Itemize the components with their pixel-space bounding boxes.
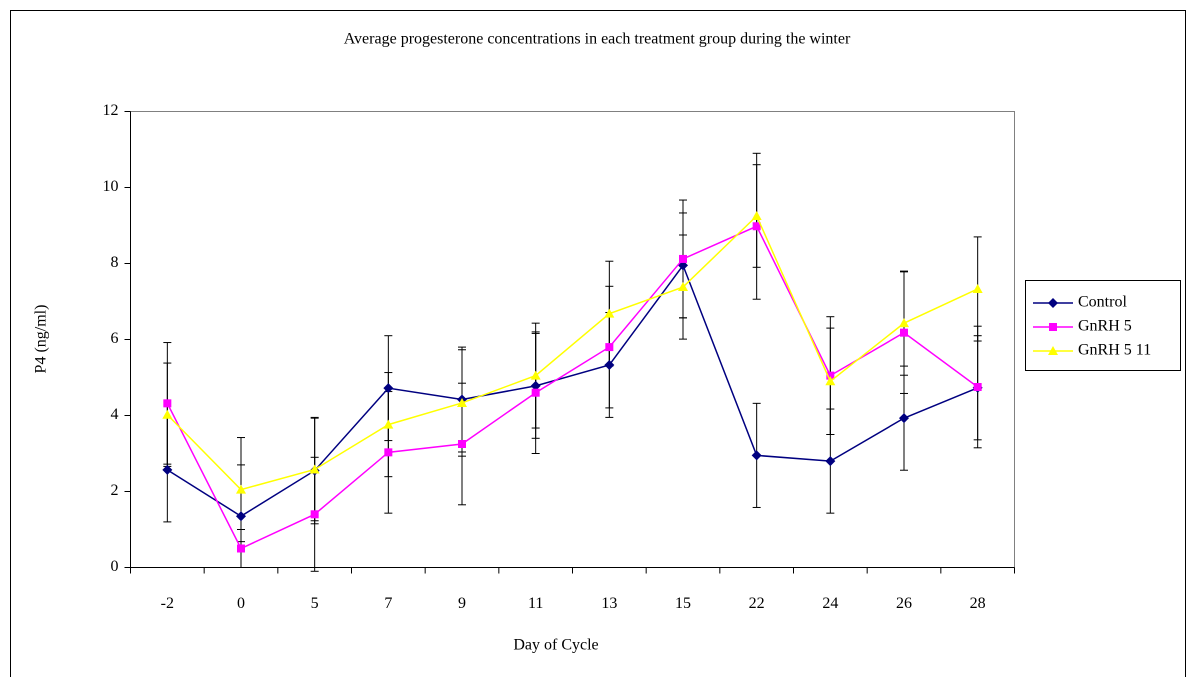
- x-tick-label: 13: [601, 595, 617, 612]
- marker: [679, 254, 687, 263]
- chart-title: Average progesterone concentrations in e…: [344, 31, 851, 48]
- marker: [383, 383, 394, 394]
- x-tick-label: 15: [675, 595, 691, 612]
- x-tick-label: 5: [311, 595, 319, 612]
- series-line: [166, 214, 978, 491]
- x-tick-label: -2: [161, 595, 174, 612]
- series-line: [166, 263, 978, 518]
- marker: [1049, 323, 1057, 331]
- marker: [604, 308, 615, 318]
- y-tick-label: 10: [103, 178, 119, 195]
- marker: [972, 283, 983, 293]
- series-line: [166, 225, 979, 550]
- marker: [899, 318, 909, 328]
- marker: [457, 397, 467, 407]
- x-tick-label: 9: [458, 595, 466, 612]
- marker: [973, 383, 982, 391]
- marker: [900, 328, 908, 337]
- marker: [237, 544, 245, 553]
- marker: [384, 448, 393, 457]
- y-tick-label: 4: [111, 406, 119, 423]
- marker: [530, 380, 541, 391]
- y-tick-label: 0: [111, 558, 119, 575]
- legend-label: GnRH 5 11: [1078, 342, 1151, 359]
- x-axis-label: Day of Cycle: [513, 637, 598, 654]
- marker: [751, 450, 762, 461]
- y-tick-label: 6: [111, 330, 119, 347]
- marker: [826, 371, 835, 380]
- legend-label: Control: [1078, 294, 1127, 311]
- x-tick-label: 11: [528, 595, 543, 612]
- x-tick-label: 7: [384, 595, 392, 612]
- x-tick-label: 26: [896, 595, 912, 612]
- legend-label: GnRH 5: [1078, 318, 1132, 335]
- marker: [825, 456, 836, 467]
- marker: [825, 376, 836, 386]
- marker: [162, 409, 173, 419]
- x-tick-label: 28: [970, 595, 986, 612]
- marker: [163, 399, 172, 408]
- marker: [530, 370, 541, 380]
- marker: [752, 222, 761, 231]
- marker: [236, 484, 246, 494]
- marker: [1048, 346, 1058, 355]
- x-tick-label: 22: [749, 595, 765, 612]
- marker: [1048, 298, 1058, 308]
- marker: [678, 282, 688, 292]
- y-tick-label: 2: [111, 482, 119, 499]
- x-tick-label: 0: [237, 595, 245, 612]
- y-tick-label: 8: [111, 254, 119, 271]
- x-tick-label: 24: [822, 595, 838, 612]
- marker: [309, 464, 320, 474]
- marker: [605, 343, 614, 352]
- marker: [751, 211, 762, 220]
- marker: [162, 464, 173, 475]
- marker: [236, 511, 246, 522]
- marker: [604, 359, 615, 370]
- marker: [383, 419, 394, 429]
- y-tick-label: 12: [103, 102, 119, 119]
- y-axis-label: P4 (ng/ml): [33, 305, 50, 374]
- marker: [531, 388, 540, 397]
- marker: [310, 510, 319, 519]
- marker: [899, 413, 909, 424]
- marker: [458, 440, 466, 448]
- plot-area: [130, 111, 1015, 568]
